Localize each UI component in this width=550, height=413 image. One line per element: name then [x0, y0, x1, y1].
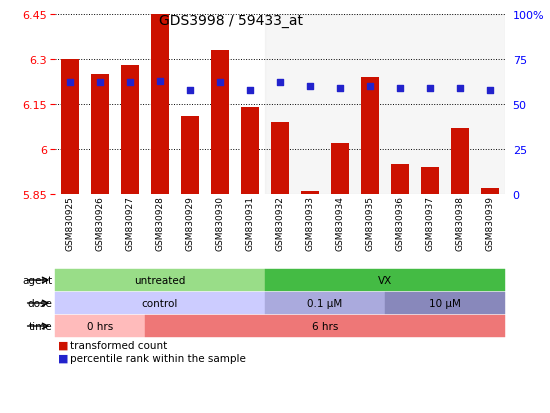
Point: [426, 85, 434, 92]
Text: transformed count: transformed count: [70, 340, 167, 350]
Point: [336, 85, 344, 92]
Bar: [421, 168, 439, 195]
Bar: [301, 192, 319, 195]
Bar: [121, 66, 139, 195]
Bar: [265, 15, 505, 195]
Text: dose: dose: [28, 298, 52, 308]
Bar: [61, 60, 79, 195]
Text: 10 μM: 10 μM: [429, 298, 461, 308]
Point: [395, 85, 404, 92]
Point: [306, 83, 315, 90]
Bar: [481, 189, 499, 195]
Bar: [451, 129, 469, 195]
Bar: [361, 78, 379, 195]
Bar: [151, 15, 169, 195]
Text: 0.1 μM: 0.1 μM: [307, 298, 343, 308]
Point: [125, 80, 134, 86]
Bar: [181, 117, 199, 195]
Bar: [331, 144, 349, 195]
Text: 0 hrs: 0 hrs: [87, 321, 113, 331]
Bar: [241, 108, 259, 195]
Bar: [391, 165, 409, 195]
Text: control: control: [142, 298, 178, 308]
Text: ■: ■: [58, 340, 68, 350]
Point: [486, 87, 494, 94]
Text: percentile rank within the sample: percentile rank within the sample: [70, 353, 246, 363]
Point: [246, 87, 255, 94]
Text: time: time: [29, 321, 52, 331]
Bar: [271, 123, 289, 195]
Bar: [91, 75, 109, 195]
Point: [65, 80, 74, 86]
Point: [185, 87, 194, 94]
Bar: [211, 51, 229, 195]
Point: [156, 78, 164, 85]
Text: 6 hrs: 6 hrs: [312, 321, 338, 331]
Point: [96, 80, 104, 86]
Text: agent: agent: [22, 275, 52, 285]
Text: GDS3998 / 59433_at: GDS3998 / 59433_at: [159, 14, 303, 28]
Text: ■: ■: [58, 353, 68, 363]
Text: untreated: untreated: [134, 275, 186, 285]
Point: [216, 80, 224, 86]
Text: VX: VX: [378, 275, 392, 285]
Point: [276, 80, 284, 86]
Point: [366, 83, 375, 90]
Point: [455, 85, 464, 92]
